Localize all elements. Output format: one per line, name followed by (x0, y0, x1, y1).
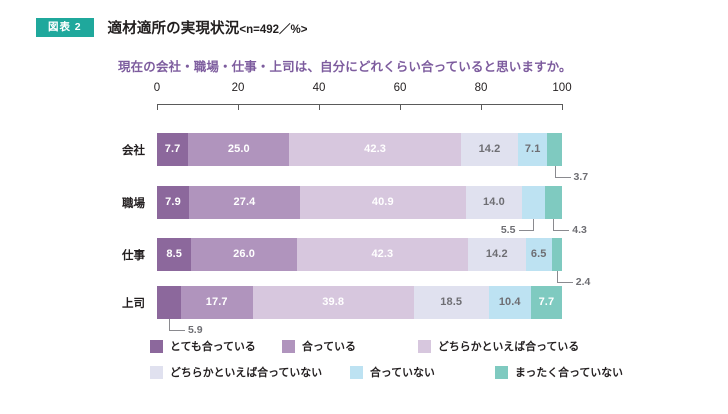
callout-leader-vertical (168, 319, 170, 331)
bar-segment (544, 186, 562, 219)
bar-segment: 7.7 (157, 133, 189, 166)
legend-item[interactable]: どちらかといえば合っている (418, 338, 579, 354)
x-axis-tick (319, 104, 320, 110)
bar-segment: 7.1 (518, 133, 547, 166)
x-axis-tick (238, 104, 239, 110)
bar-segment: 14.0 (465, 186, 523, 219)
callout-value-4-3: 4.3 (572, 224, 587, 236)
bar-segment: 18.5 (413, 286, 489, 319)
x-axis-tick-label: 0 (153, 82, 161, 94)
category-label: 上司 (122, 297, 145, 310)
callout-leader-vertical (556, 271, 558, 283)
bar-segment: 25.0 (188, 133, 290, 166)
x-axis-tick (157, 104, 158, 110)
callout-leader-vertical (554, 166, 556, 178)
x-axis-tick-label: 100 (552, 82, 572, 94)
legend-item[interactable]: 合っていない (350, 364, 435, 380)
legend-swatch-icon (418, 339, 431, 353)
x-axis-tick (481, 104, 482, 110)
legend-swatch-icon (350, 365, 363, 379)
bar-segment (547, 133, 562, 166)
callout-leader-horizontal (554, 177, 571, 178)
callout-leader-horizontal (168, 330, 185, 331)
bar-segment: 40.9 (299, 186, 466, 219)
bar-segment: 42.3 (289, 133, 461, 166)
callout-value-5-9: 5.9 (187, 324, 203, 336)
chart-header: 図表 2 適材適所の実現状況<n=492／%> (36, 17, 307, 38)
bar-segment: 10.4 (488, 286, 531, 319)
bar-segment: 17.7 (180, 286, 253, 319)
legend-label: とても合っている (170, 341, 256, 353)
category-label: 会社 (122, 144, 145, 157)
figure-number-badge: 図表 2 (36, 17, 94, 38)
legend-swatch-icon (282, 339, 295, 353)
category-label: 仕事 (122, 249, 145, 262)
bar-segment: 7.9 (157, 186, 189, 219)
bar-segment: 26.0 (191, 238, 297, 271)
legend-label: どちらかといえば合っていない (170, 367, 323, 379)
callout-leader-vertical (533, 219, 535, 231)
category-label: 職場 (122, 197, 145, 210)
bar-segment (157, 286, 181, 319)
x-axis-tick-label: 80 (474, 82, 488, 94)
legend-item[interactable]: 合っている (282, 338, 356, 354)
page-title-main: 適材適所の実現状況 (107, 21, 240, 37)
legend-item[interactable]: まったく合っていない (495, 364, 623, 380)
callout-value-5-5: 5.5 (500, 224, 516, 236)
bar-segment: 42.3 (296, 238, 469, 271)
page-title: 適材適所の実現状況<n=492／%> (108, 17, 308, 38)
legend-row: どちらかといえば合っていない 合っていない まったく合っていない (150, 364, 630, 379)
bar-segment: 39.8 (252, 286, 414, 319)
callout-leader-horizontal (519, 230, 535, 231)
callout-value-3-7: 3.7 (573, 171, 589, 183)
callout-leader-horizontal (553, 230, 570, 231)
chart-subtitle: 現在の会社・職場・仕事・上司は、自分にどれくらい合っていると思いますか。 (118, 60, 572, 74)
bar-segment: 14.2 (460, 133, 519, 166)
x-axis-tick-label: 20 (231, 82, 245, 94)
legend-label: 合っている (302, 341, 356, 353)
x-axis-tick (400, 104, 401, 110)
legend-label: まったく合っていない (515, 367, 624, 379)
x-axis-line (157, 104, 562, 105)
bar-segment: 14.2 (468, 238, 526, 271)
bar-segment (522, 186, 545, 219)
legend-swatch-icon (150, 365, 163, 379)
x-axis-tick-label: 60 (393, 82, 407, 94)
callout-leader-horizontal (556, 282, 573, 283)
bar-segment: 7.7 (530, 286, 562, 319)
legend-swatch-icon (150, 339, 163, 353)
legend-label: 合っていない (370, 367, 435, 379)
x-axis-tick (562, 104, 563, 110)
callout-value-2-4: 2.4 (575, 276, 591, 288)
bar-segment: 6.5 (525, 238, 552, 271)
bar-segment: 8.5 (157, 238, 192, 271)
legend-swatch-icon (495, 365, 508, 379)
legend-item[interactable]: どちらかといえば合っていない (150, 364, 322, 380)
page-title-sample-size: <n=492／%> (239, 24, 308, 36)
legend-row: とても合っている 合っている どちらかといえば合っている (150, 338, 630, 353)
chart-legend: とても合っている 合っている どちらかといえば合っているどちらかといえば合っていない… (150, 338, 630, 390)
bar-segment (551, 238, 562, 271)
callout-leader-vertical (553, 219, 555, 231)
bar-segment: 27.4 (188, 186, 300, 219)
legend-item[interactable]: とても合っている (150, 338, 256, 354)
x-axis-tick-label: 40 (312, 82, 326, 94)
legend-label: どちらかといえば合っている (438, 341, 580, 353)
